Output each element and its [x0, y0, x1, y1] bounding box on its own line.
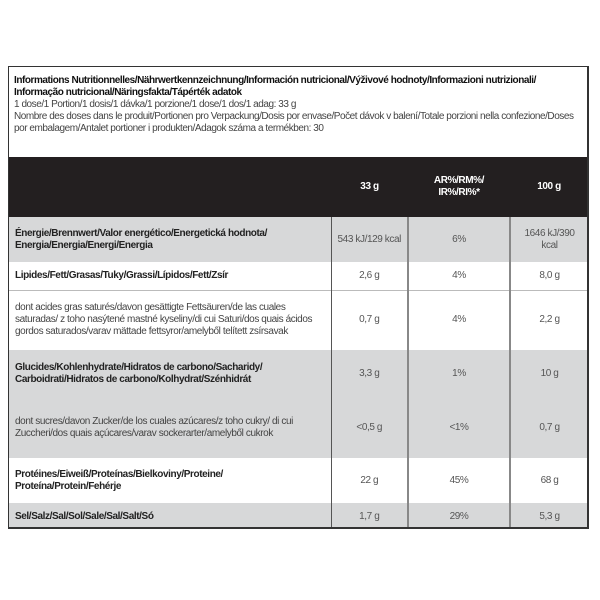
per-100g-value: 0,7 g: [509, 398, 587, 458]
per-serving-value: 22 g: [330, 458, 408, 503]
ri-value: 45%: [407, 458, 510, 503]
per-serving-value: <0,5 g: [330, 398, 408, 458]
row-salt: Sel/Salz/Sal/Sol/Sale/Sal/Salt/Só 1,7 g …: [9, 503, 587, 527]
header-per-serving: 33 g: [331, 157, 408, 217]
nutrient-label: Glucides/Kohlenhydrate/Hidratos de carbo…: [9, 350, 331, 398]
per-100g-value: 68 g: [509, 458, 587, 503]
row-fat: Lipides/Fett/Grasas/Tuky/Grassi/Lípidos/…: [9, 262, 587, 290]
ri-value: 6%: [407, 217, 510, 262]
row-saturates: dont acides gras saturés/davon gesättigt…: [9, 289, 587, 350]
nutrition-title: Informations Nutritionnelles/Nährwertken…: [14, 75, 536, 98]
ri-value: 1%: [407, 350, 510, 398]
nutrient-label: dont acides gras saturés/davon gesättigt…: [9, 289, 331, 350]
per-serving-value: 3,3 g: [330, 350, 408, 398]
per-serving-value: 2,6 g: [330, 262, 408, 290]
nutrient-label: dont sucres/davon Zucker/de los cuales a…: [9, 398, 331, 458]
per-100g-value: 5,3 g: [509, 503, 587, 527]
header-ri: AR%/RM%/ IR%/RI%*: [408, 157, 510, 217]
ri-value: <1%: [407, 398, 510, 458]
header-row: 33 g AR%/RM%/ IR%/RI%* 100 g: [9, 157, 587, 217]
intro-block: Informations Nutritionnelles/Nährwertken…: [14, 75, 584, 135]
nutrition-table: 33 g AR%/RM%/ IR%/RI%* 100 g Énergie/Bre…: [9, 157, 587, 527]
ri-value: 4%: [407, 262, 510, 290]
header-per-100g: 100 g: [510, 157, 587, 217]
nutrient-label: Protéines/Eiweiß/Proteínas/Bielkoviny/Pr…: [9, 458, 331, 503]
per-serving-value: 543 kJ/129 kcal: [330, 217, 408, 262]
nutrient-label: Énergie/Brennwert/Valor energético/Energ…: [9, 217, 331, 262]
servings-per-pack: Nombre des doses dans le produit/Portion…: [14, 111, 574, 134]
dose-size: 1 dose/1 Portion/1 dosis/1 dávka/1 porzi…: [14, 99, 296, 110]
ri-value: 29%: [407, 503, 510, 527]
ri-value: 4%: [407, 289, 510, 350]
nutrient-label: Sel/Salz/Sal/Sol/Sale/Sal/Salt/Só: [9, 503, 331, 527]
nutrition-label: Informations Nutritionnelles/Nährwertken…: [8, 66, 589, 529]
nutrient-label: Lipides/Fett/Grasas/Tuky/Grassi/Lípidos/…: [9, 262, 331, 290]
per-serving-value: 1,7 g: [330, 503, 408, 527]
per-100g-value: 1646 kJ/390 kcal: [509, 217, 587, 262]
row-sugars: dont sucres/davon Zucker/de los cuales a…: [9, 398, 587, 458]
per-100g-value: 8,0 g: [509, 262, 587, 290]
per-100g-value: 2,2 g: [509, 289, 587, 350]
row-energy: Énergie/Brennwert/Valor energético/Energ…: [9, 217, 587, 262]
row-carbohydrates: Glucides/Kohlenhydrate/Hidratos de carbo…: [9, 350, 587, 398]
per-100g-value: 10 g: [509, 350, 587, 398]
per-serving-value: 0,7 g: [330, 289, 408, 350]
row-protein: Protéines/Eiweiß/Proteínas/Bielkoviny/Pr…: [9, 458, 587, 503]
header-label: [9, 157, 331, 217]
